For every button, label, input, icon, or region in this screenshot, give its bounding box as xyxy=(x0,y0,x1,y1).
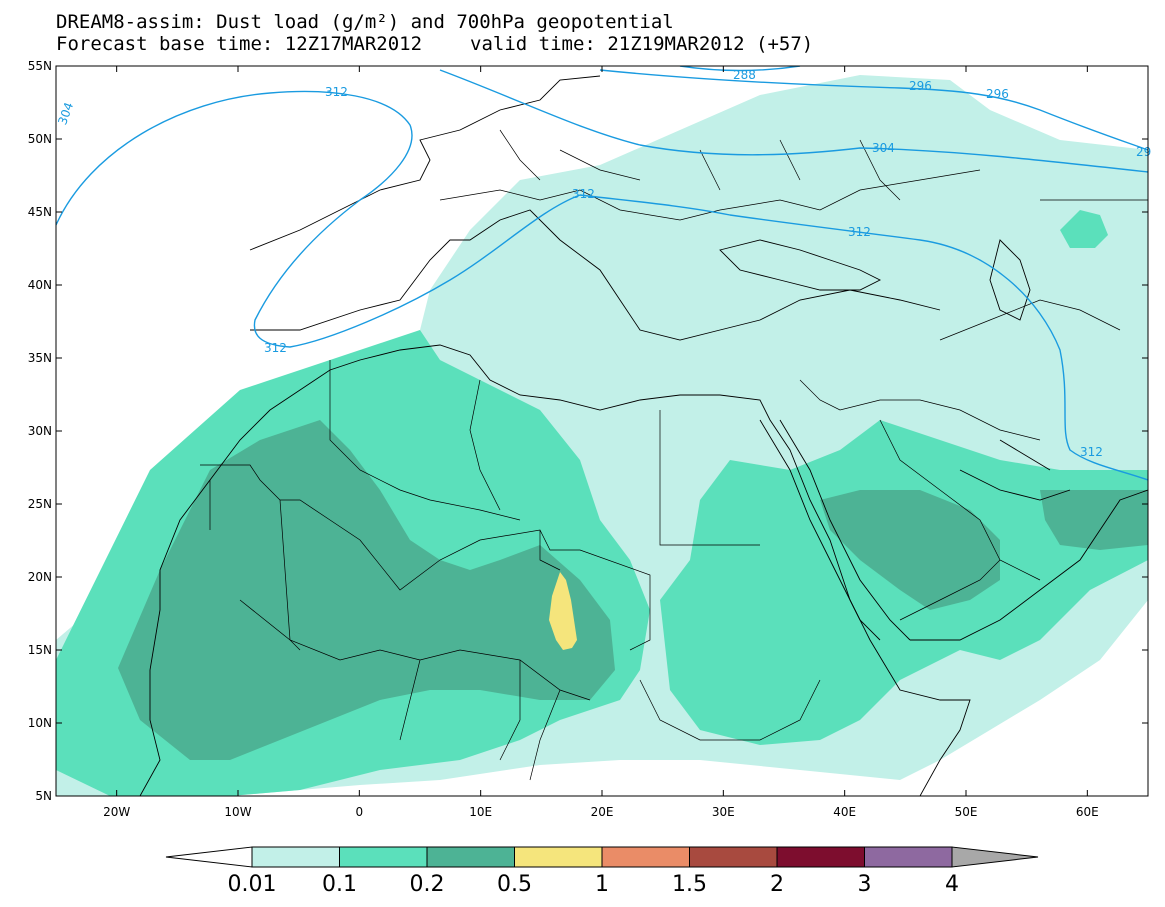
axes: 55N 50N 45N 40N 35N 30N 25N 20N 15N 10N 5N 20W 10W 0 1… xyxy=(28,59,1148,819)
black-sea-coast xyxy=(719,239,882,291)
contour-312-east xyxy=(579,194,1148,481)
dust-level-0.2-oman xyxy=(1040,490,1148,550)
contour-label: 312 xyxy=(848,225,871,239)
gulf-coast xyxy=(959,439,1071,501)
red-sea-coast xyxy=(759,419,911,641)
lat-label: 45N xyxy=(28,205,52,219)
arabia-coast xyxy=(910,489,1148,641)
contour-label: 312 xyxy=(1080,445,1103,459)
contour-288 xyxy=(679,66,801,72)
dust-level-0.1-caspian xyxy=(1060,210,1108,248)
dust-level-0.2-arabia xyxy=(820,490,1000,610)
colorbar-label: 3 xyxy=(858,872,872,897)
colorbar-label: 2 xyxy=(770,872,784,897)
colorbar-label: 0.1 xyxy=(322,872,357,897)
lat-label: 30N xyxy=(28,424,52,438)
lat-label: 20N xyxy=(28,570,52,584)
colorbar-swatch xyxy=(864,846,953,868)
colorbar-label: 1 xyxy=(595,872,609,897)
colorbar-under-triangle xyxy=(165,846,253,868)
colorbar-over-triangle xyxy=(951,846,1039,868)
coastlines xyxy=(139,75,1148,796)
north-coast xyxy=(249,75,601,251)
base-time: Forecast base time: 12Z17MAR2012 xyxy=(56,33,423,55)
lon-label: 20W xyxy=(103,805,130,819)
colorbar-swatch xyxy=(514,846,603,868)
colorbar-swatch xyxy=(689,846,778,868)
contour-label: 312 xyxy=(264,341,287,355)
borders-sahara xyxy=(200,360,821,781)
colorbar-label: 4 xyxy=(945,872,959,897)
lon-label: 10E xyxy=(469,805,492,819)
lon-label: 10W xyxy=(224,805,251,819)
colorbar-swatch xyxy=(601,846,690,868)
lat-label: 55N xyxy=(28,59,52,73)
contour-label: 304 xyxy=(872,141,895,155)
lat-label: 25N xyxy=(28,497,52,511)
africa-coast xyxy=(139,344,971,796)
colorbar-swatch xyxy=(339,846,428,868)
map-title: DREAM8-assim: Dust load (g/m²) and 700hP… xyxy=(56,11,674,33)
colorbar-label: 0.5 xyxy=(497,872,532,897)
lon-label: 50E xyxy=(955,805,978,819)
lat-label: 5N xyxy=(35,789,52,803)
caspian-coast xyxy=(989,239,1031,321)
lat-label: 50N xyxy=(28,132,52,146)
lon-label: 30E xyxy=(712,805,735,819)
contour-label: 288 xyxy=(733,68,756,82)
colorbar-label: 0.2 xyxy=(410,872,445,897)
borders-europe xyxy=(439,129,981,221)
contour-label: 312 xyxy=(572,187,595,201)
lon-label: 60E xyxy=(1076,805,1099,819)
europe-coast xyxy=(250,209,941,341)
contour-304-east xyxy=(439,69,1148,173)
contour-312-west xyxy=(56,90,581,348)
contour-label: 296 xyxy=(986,87,1009,101)
lat-label: 35N xyxy=(28,351,52,365)
colorbar: 0.01 0.1 0.2 0.5 1 1.5 2 3 4 xyxy=(165,846,1039,897)
colorbar-label: 0.01 xyxy=(228,872,277,897)
dust-level-0.5 xyxy=(549,572,577,650)
lat-label: 10N xyxy=(28,716,52,730)
contour-label: 296 xyxy=(909,79,932,93)
colorbar-label: 1.5 xyxy=(672,872,707,897)
contour-label: 29 xyxy=(1136,145,1151,159)
dust-level-0.2 xyxy=(118,420,615,760)
contour-label: 312 xyxy=(325,85,348,99)
contour-296 xyxy=(599,69,1148,151)
dust-field xyxy=(56,75,1148,796)
geopotential-contours xyxy=(56,66,1148,481)
valid-time: valid time: 21Z19MAR2012 (+57) xyxy=(470,33,814,55)
colorbar-swatch xyxy=(251,846,340,868)
lon-label: 0 xyxy=(356,805,364,819)
map-subtitle: Forecast base time: 12Z17MAR2012 valid ti… xyxy=(56,33,813,55)
lon-label: 20E xyxy=(591,805,614,819)
colorbar-swatch xyxy=(776,846,865,868)
lat-label: 40N xyxy=(28,278,52,292)
lon-label: 40E xyxy=(833,805,856,819)
lat-label: 15N xyxy=(28,643,52,657)
borders-middle-east xyxy=(799,199,1148,621)
colorbar-swatch xyxy=(426,846,515,868)
